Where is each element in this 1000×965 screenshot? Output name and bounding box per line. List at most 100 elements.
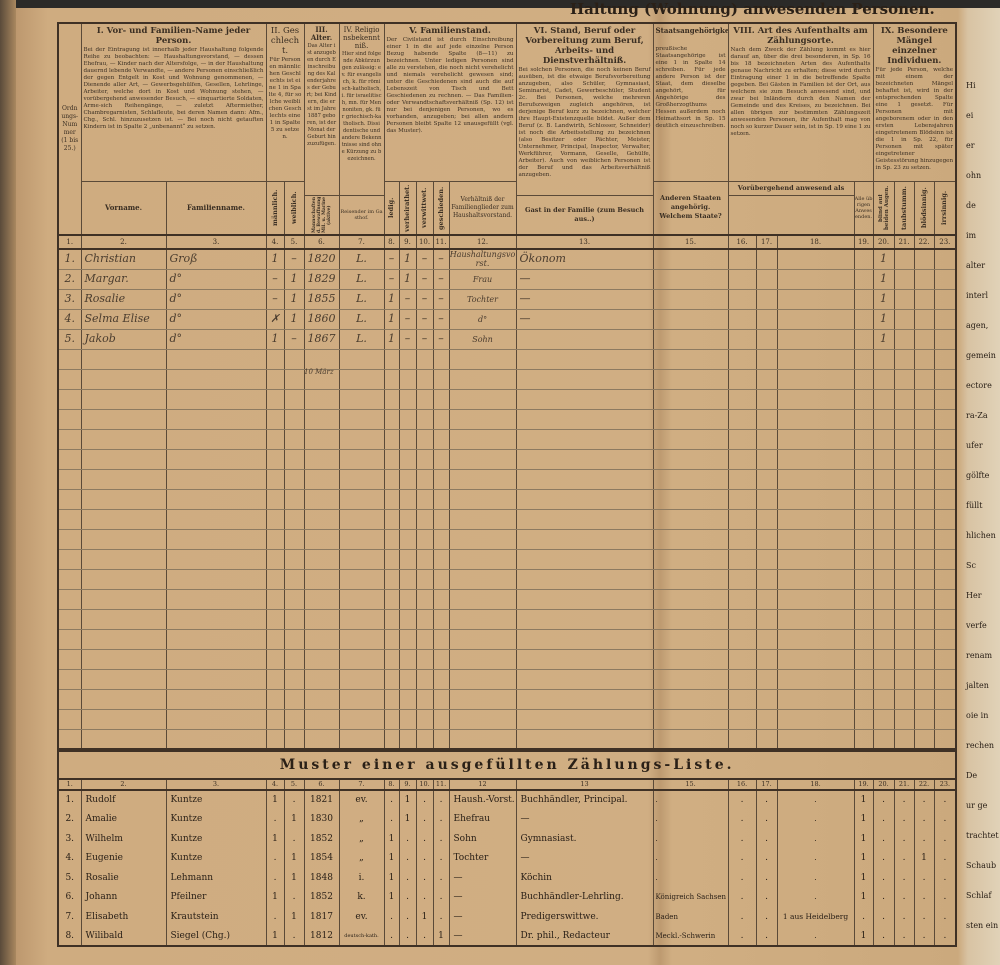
sample-cell: .	[652, 790, 729, 810]
census-cell	[303, 708, 340, 730]
census-cell	[727, 428, 757, 450]
census-cell	[853, 288, 874, 310]
census-cell	[872, 548, 895, 570]
census-cell	[165, 348, 267, 370]
header-IX-desc: Für jede Person, welche mit einem der be…	[875, 67, 954, 171]
census-cell	[398, 708, 417, 730]
subheader-vorname: Vorname.	[80, 180, 167, 236]
sample-cell: .	[265, 809, 285, 829]
census-cell	[383, 348, 400, 370]
census-cell	[913, 468, 935, 490]
census-cell	[165, 528, 267, 550]
column-number: 19.	[853, 234, 874, 250]
sample-cell: .	[776, 926, 855, 946]
census-cell: 1	[283, 308, 305, 330]
census-cell	[652, 708, 729, 730]
census-cell	[338, 388, 385, 410]
census-cell: Sohn	[448, 328, 517, 350]
census-cell: –	[432, 268, 450, 290]
census-cell: 1867	[303, 328, 340, 350]
census-cell	[383, 588, 400, 610]
census-cell: d°	[165, 288, 267, 310]
census-cell: 1	[398, 248, 417, 270]
census-cell	[448, 368, 517, 390]
census-cell: 1	[872, 268, 895, 290]
census-cell	[338, 428, 385, 450]
sample-cell: 1	[265, 926, 285, 946]
sample-cell: .	[872, 907, 895, 927]
census-cell	[283, 388, 305, 410]
census-cell	[283, 348, 305, 370]
census-cell: –	[383, 248, 400, 270]
census-cell	[652, 368, 729, 390]
sample-cell: .	[415, 868, 434, 888]
census-cell: ✗	[265, 308, 285, 330]
census-cell: –	[383, 268, 400, 290]
irrsinnig-label: irrsinnig.	[940, 190, 949, 225]
census-cell	[933, 448, 957, 470]
sample-column-number: 22.	[913, 778, 935, 791]
sample-cell: 1	[283, 868, 305, 888]
census-cell	[165, 468, 267, 490]
census-cell	[755, 708, 778, 730]
sample-cell: 1	[265, 887, 285, 907]
sample-cell: 1	[383, 829, 400, 849]
census-cell	[383, 648, 400, 670]
census-cell: –	[398, 288, 417, 310]
sample-cell: 1	[283, 907, 305, 927]
page-fragment-text: renam	[966, 651, 993, 660]
sample-cell: 1	[383, 887, 400, 907]
census-cell	[893, 688, 915, 710]
census-cell	[303, 628, 340, 650]
census-cell	[933, 708, 957, 730]
census-row: 3. Rosalie d° –1 1855 L. 1– – – Tochter —1	[57, 288, 957, 310]
census-cell	[913, 368, 935, 390]
census-cell	[652, 668, 729, 690]
maennlich-label: männlich.	[270, 189, 279, 226]
census-cell	[303, 668, 340, 690]
census-row-empty	[57, 388, 957, 410]
subheader-c16: Mannschaften d. Bewaffnung Mil. u. Marin…	[303, 194, 340, 236]
sample-row: 2. Amalie Kuntze. 1 1830 „. 1.. Ehefrau —.... 1..…	[57, 809, 957, 829]
census-cell: 1	[872, 328, 895, 350]
census-cell	[398, 688, 417, 710]
census-cell	[913, 248, 935, 270]
census-cell	[57, 608, 82, 630]
census-cell	[432, 388, 450, 410]
census-cell	[727, 688, 757, 710]
sample-cell: .	[755, 887, 778, 907]
sample-cell: 1	[283, 848, 305, 868]
census-cell	[727, 508, 757, 530]
sample-row: 4. Eugenie Kuntze. 1 1854 „ 1... Tochter —.... 1.…	[57, 848, 957, 868]
census-cell	[652, 288, 729, 310]
census-cell	[448, 448, 517, 470]
page-fragment-text: hlichen	[966, 531, 996, 540]
census-cell	[57, 388, 82, 410]
birth-month-note: 10 März	[304, 368, 334, 376]
census-cell	[893, 308, 915, 330]
census-cell	[727, 608, 757, 630]
census-cell	[80, 728, 167, 750]
census-cell	[913, 348, 935, 370]
header-VII-title: Staatsangehörigkeit.	[655, 26, 728, 35]
census-cell	[303, 348, 340, 370]
sample-cell: 1	[853, 829, 874, 849]
census-cell	[727, 408, 757, 430]
page-fragment-text: ur ge	[966, 801, 988, 810]
column-number: 20.	[872, 234, 895, 250]
census-cell	[893, 268, 915, 290]
census-cell	[776, 708, 855, 730]
census-cell	[755, 488, 778, 510]
sample-cell: Kuntze	[165, 809, 267, 829]
sample-cell: 3.	[57, 829, 82, 849]
census-cell: d°	[165, 308, 267, 330]
census-cell	[165, 648, 267, 670]
sample-cell: .	[913, 907, 935, 927]
census-cell: d°	[448, 308, 517, 330]
census-cell	[893, 528, 915, 550]
sample-cell: 1	[853, 848, 874, 868]
sample-cell: .	[893, 809, 915, 829]
sample-cell: Meckl.-Schwerin	[652, 926, 729, 946]
header-IV-desc: Hier sind folgende Abkürzungen zulässig:…	[341, 51, 382, 162]
census-cell	[872, 468, 895, 490]
